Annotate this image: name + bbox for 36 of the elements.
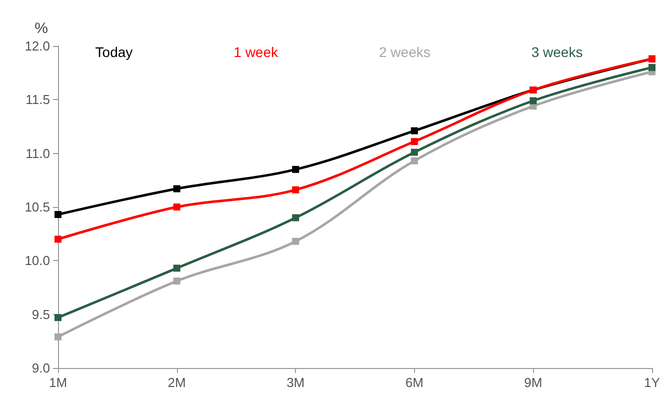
point [648, 64, 656, 71]
y-axis-title: % [34, 20, 48, 37]
point [410, 127, 418, 134]
x-tick-label: 3M [286, 375, 305, 390]
point [173, 264, 180, 272]
x-tick-label: 1Y [644, 375, 660, 390]
x-tick-label: 2M [168, 375, 186, 390]
x-tick-label: 1M [48, 375, 68, 390]
point [410, 138, 418, 146]
text: 2 weeks [379, 44, 430, 60]
point [173, 204, 180, 210]
point [410, 148, 418, 156]
point [292, 166, 300, 173]
point [54, 333, 62, 340]
y-tick-label: 9.5 [32, 306, 50, 322]
x-tick-label: 6M [405, 375, 424, 390]
text: Today [95, 44, 133, 60]
y-tick-label: 11.5 [26, 92, 50, 108]
point [173, 278, 180, 285]
y-tick-label: 10.5 [24, 200, 50, 214]
point [292, 214, 300, 222]
point [173, 185, 180, 192]
x-tick-label: 9M [524, 375, 542, 390]
point [292, 238, 300, 245]
point [54, 211, 62, 218]
y-tick-label: 11.0 [26, 146, 50, 161]
point [410, 157, 418, 164]
y-tick-label: 12.0 [24, 38, 50, 54]
text: 1 week [234, 44, 279, 60]
point [292, 186, 300, 194]
point [530, 97, 537, 104]
point [54, 314, 62, 322]
y-tick-label: 10.0 [24, 253, 50, 268]
y-tick-label: 9.0 [32, 360, 50, 376]
point [54, 236, 62, 243]
series-label: 3 weeks [531, 44, 583, 60]
